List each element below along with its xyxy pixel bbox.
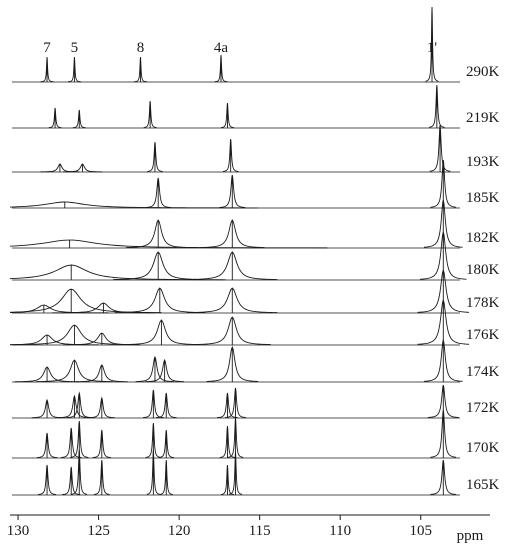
spectrum-peak xyxy=(63,163,102,173)
spectrum-peak xyxy=(143,389,164,419)
spectrum-peak xyxy=(220,102,234,129)
spectrum-peak xyxy=(36,432,58,459)
spectrum-peak xyxy=(425,6,439,82)
peak-label: 7 xyxy=(43,40,51,56)
spectrum-peak xyxy=(76,364,128,383)
spectrum-peak xyxy=(122,319,201,346)
spectrum-peak xyxy=(66,391,93,419)
peak-label: 4a xyxy=(214,40,229,56)
spectrum-peak xyxy=(206,345,259,382)
x-tick-label: 130 xyxy=(7,523,30,539)
spectrum-peak xyxy=(430,409,457,458)
spectrum-peak xyxy=(14,366,80,383)
trace-label: 290K xyxy=(466,64,500,80)
spectrum-peak xyxy=(429,124,451,172)
spectrum-peak xyxy=(114,287,205,314)
x-tick-label: 115 xyxy=(249,523,271,539)
spectrum-peak xyxy=(155,392,177,419)
spectrum-peak xyxy=(134,56,147,83)
spectrum-peak xyxy=(62,466,81,496)
spectrum-peak xyxy=(94,459,110,495)
spectrum-peak xyxy=(71,449,88,495)
trace-label: 180K xyxy=(466,262,500,278)
spectrum-peak xyxy=(9,201,259,209)
spectrum-peak xyxy=(158,429,175,459)
spectrum-peak xyxy=(417,298,470,345)
trace-label: 219K xyxy=(466,110,500,126)
spectrum-peak xyxy=(67,56,81,83)
spectrum-peak xyxy=(9,334,99,346)
spectrum-peak xyxy=(222,138,239,172)
trace-label: 172K xyxy=(466,400,500,416)
spectrum-peak xyxy=(9,324,139,346)
spectrum-peak xyxy=(187,251,278,281)
spectrum-peak xyxy=(214,54,228,83)
spectrum-peak xyxy=(58,394,90,419)
x-tick-label: 120 xyxy=(168,523,191,539)
spectrum-peak xyxy=(143,100,157,129)
spectrum-peak xyxy=(40,163,80,173)
trace-label: 170K xyxy=(466,440,500,456)
trace-label: 165K xyxy=(466,477,500,493)
x-tick-label: 125 xyxy=(87,523,110,539)
spectrum-peak xyxy=(225,387,246,418)
spectrum-peak xyxy=(217,392,238,419)
spectrum-peak xyxy=(147,141,163,172)
spectrum-peak xyxy=(200,219,265,249)
trace-label: 178K xyxy=(466,295,500,311)
x-axis-label: ppm xyxy=(457,528,484,544)
trace-label: 193K xyxy=(466,154,500,170)
spectrum-peak xyxy=(146,449,160,495)
spectrum-peak xyxy=(125,219,191,249)
spectrum-peak xyxy=(9,239,328,249)
spectrum-peak xyxy=(135,355,175,383)
x-tick-label: 105 xyxy=(409,523,432,539)
spectrum-peak xyxy=(37,464,57,495)
spectrum-peak xyxy=(31,398,63,419)
spectrum-peak xyxy=(193,316,271,346)
spectrum-peak xyxy=(227,417,244,458)
trace-label: 185K xyxy=(466,190,500,206)
spectrum-peak xyxy=(220,464,234,495)
spectrum-peak xyxy=(219,425,236,458)
spectrum-peak xyxy=(187,287,278,314)
spectrum-peak xyxy=(113,251,204,281)
spectrum-peak xyxy=(60,427,82,458)
spectrum-peak xyxy=(92,429,111,459)
peak-label: 8 xyxy=(137,40,145,56)
x-tick-label: 110 xyxy=(329,523,351,539)
spectrum-peak xyxy=(48,107,62,129)
spectrum-peak xyxy=(88,396,115,419)
spectrum-peak xyxy=(35,359,114,383)
peak-label: 5 xyxy=(71,40,79,56)
spectrum-peak xyxy=(423,339,463,382)
spectrum-peak xyxy=(219,174,246,208)
spectrum-peak xyxy=(145,177,172,208)
spectrum-peak xyxy=(430,459,457,495)
trace-label: 182K xyxy=(466,230,500,246)
spectrum-peak xyxy=(9,288,162,314)
spectrum-peak xyxy=(429,84,445,128)
spectrum-peak xyxy=(228,451,243,495)
spectrum-peak xyxy=(159,459,173,495)
trace-label: 176K xyxy=(466,327,500,343)
spectrum-peak xyxy=(72,109,86,129)
spectrum-peak xyxy=(40,56,54,83)
trace-label: 174K xyxy=(466,364,500,380)
spectrum-peak xyxy=(51,302,155,314)
spectrum-peak xyxy=(9,264,226,281)
spectrum-peak xyxy=(145,358,184,383)
